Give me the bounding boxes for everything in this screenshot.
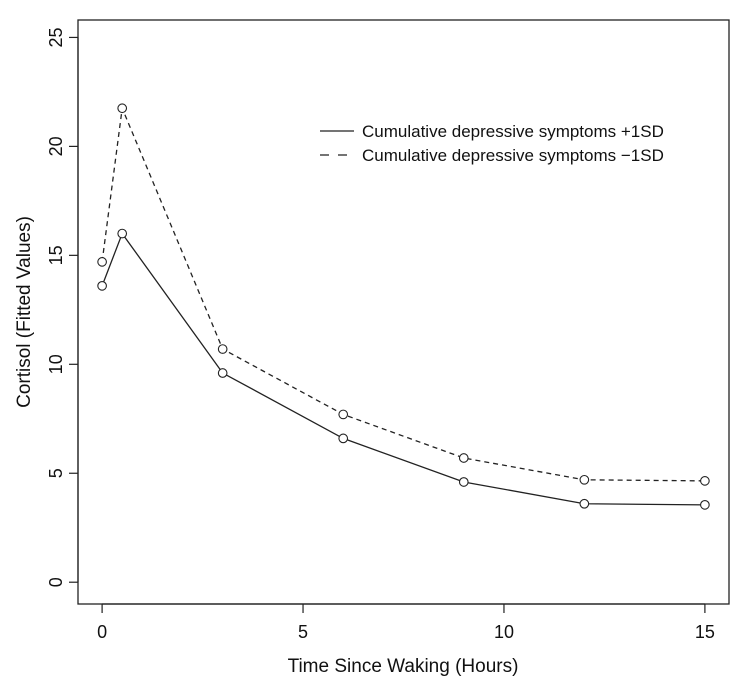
legend-label: Cumulative depressive symptoms −1SD	[362, 146, 664, 165]
legend-label: Cumulative depressive symptoms +1SD	[362, 122, 664, 141]
series-1-point	[97, 257, 107, 267]
series-0-point	[700, 500, 710, 510]
y-axis-title: Cortisol (Fitted Values)	[14, 216, 35, 408]
series-1-point	[217, 344, 228, 354]
x-axis: 0 5 10 15	[97, 603, 715, 642]
x-tick-label: 15	[695, 622, 715, 642]
y-tick-label: 10	[46, 354, 66, 374]
y-tick-label: 0	[46, 577, 66, 587]
y-axis: 0 5 10 15 20 25	[46, 27, 79, 587]
y-tick-label: 15	[46, 245, 66, 265]
x-tick-label: 0	[97, 622, 107, 642]
x-axis-title: Time Since Waking (Hours)	[288, 656, 519, 677]
series-1-point	[579, 474, 590, 485]
x-tick-label: 5	[298, 622, 308, 642]
series-0-point	[338, 433, 349, 444]
series-1-point	[117, 103, 128, 114]
y-tick-label: 5	[46, 468, 66, 478]
series-line-0	[101, 232, 705, 506]
series-0-point	[458, 477, 469, 487]
y-tick-label: 25	[46, 27, 66, 47]
series-0-point	[579, 498, 590, 509]
x-tick-label: 10	[494, 622, 514, 642]
legend: Cumulative depressive symptoms +1SD Cumul…	[320, 122, 664, 165]
series-0-point	[217, 368, 228, 378]
y-tick-label: 20	[46, 136, 66, 156]
series-0-point	[117, 228, 128, 239]
series-1-point	[700, 476, 710, 486]
series-1-point	[458, 453, 469, 463]
series-layer	[97, 103, 710, 510]
series-1-point	[338, 409, 349, 420]
series-0-point	[97, 281, 107, 291]
plot-frame	[77, 19, 730, 605]
